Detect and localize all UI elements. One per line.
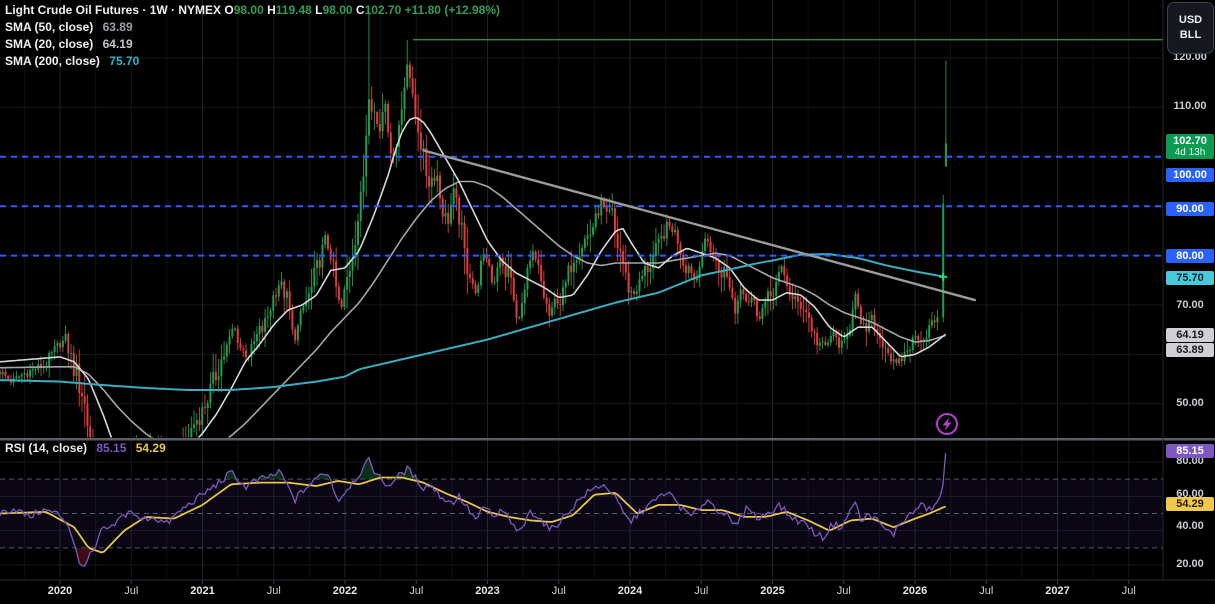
separator: · [142, 3, 147, 17]
time-axis-year-label: 2023 [475, 585, 500, 597]
price-badge-102.70: 102.70 4d 13h [1166, 134, 1214, 159]
sma20-value: 64.19 [102, 37, 133, 51]
rsi-badge-85.15: 85.15 [1166, 443, 1214, 458]
ohlc-value: 119.48 [275, 3, 316, 17]
sma200-line [0, 253, 944, 391]
ohlc-key: L [315, 3, 323, 17]
sma200-label[interactable]: SMA (200, close) [5, 54, 100, 68]
price-badge-75.70: 75.70 [1166, 270, 1214, 285]
ohlc-key: H [267, 3, 276, 17]
exchange-label: NYMEX [178, 3, 222, 17]
pane-divider[interactable] [0, 438, 1215, 441]
time-axis-year-label: 2020 [47, 585, 73, 597]
time-axis-year-label: 2024 [617, 585, 643, 597]
ohlc-key: C [355, 3, 365, 17]
rsi-ma-value: 54.29 [135, 441, 166, 455]
rsi-ma-line [0, 476, 946, 554]
price-axis-label: 110.00 [1173, 100, 1207, 112]
time-axis-jul-label: Jul [551, 585, 566, 597]
change-label: +11.80 (+12.98%) [404, 3, 501, 17]
rsi-label[interactable]: RSI (14, close) [5, 441, 88, 455]
ohlc-values: O98.00 H119.48 L98.00 C102.70 [224, 3, 404, 17]
rsi-axis-label: 20.00 [1176, 558, 1204, 570]
rsi-overbought-fill [358, 457, 380, 480]
rsi-axis-label: 80.00 [1176, 455, 1204, 467]
interval-label[interactable]: 1W [149, 3, 168, 17]
sma50-label[interactable]: SMA (50, close) [5, 20, 94, 34]
time-axis-jul-label: Jul [266, 585, 281, 597]
indicator-row-sma200[interactable]: SMA (200, close) 75.70 [5, 53, 500, 70]
ohlc-value: 98.00 [233, 3, 268, 17]
ohlc-key: O [224, 3, 234, 17]
sma20-label[interactable]: SMA (20, close) [5, 37, 94, 51]
rsi-badge-54.29: 54.29 [1166, 496, 1214, 511]
chart-legend: Light Crude Oil Futures · 1W · NYMEX O98… [5, 2, 500, 70]
time-axis-year-label: 2022 [332, 585, 358, 597]
symbol-title[interactable]: Light Crude Oil Futures [5, 3, 139, 17]
sma200-value-marker [939, 272, 948, 281]
currency-unit-box[interactable]: USD BLL [1167, 2, 1214, 54]
rsi-overbought-fill [314, 474, 328, 480]
price-axis-label: 70.00 [1176, 299, 1204, 311]
currency-usd-button[interactable]: USD [1178, 14, 1203, 26]
price-badge-63.89: 63.89 [1166, 342, 1214, 357]
indicator-row-rsi[interactable]: RSI (14, close) 85.15 54.29 [5, 441, 166, 455]
time-axis-jul-label: Jul [836, 585, 851, 597]
price-badge-90.00: 90.00 [1166, 201, 1214, 216]
symbol-header[interactable]: Light Crude Oil Futures · 1W · NYMEX O98… [5, 2, 500, 19]
sma200-value: 75.70 [109, 54, 140, 68]
time-axis-jul-label: Jul [409, 585, 424, 597]
rsi-pane[interactable] [0, 453, 1163, 567]
time-axis-jul-label: Jul [124, 585, 139, 597]
ohlc-value: 102.70 [364, 3, 405, 17]
sma50-line [0, 180, 946, 438]
rsi-value: 85.15 [96, 441, 127, 455]
price-badge-100.00: 100.00 [1166, 167, 1214, 182]
sma20-line [0, 116, 947, 438]
time-axis-year-label: 2026 [902, 585, 928, 597]
indicator-row-sma50[interactable]: SMA (50, close) 63.89 [5, 19, 500, 36]
time-axis-jul-label: Jul [979, 585, 994, 597]
indicator-row-sma20[interactable]: SMA (20, close) 64.19 [5, 36, 500, 53]
price-pane[interactable] [0, 6, 1163, 558]
time-axis-jul-label: Jul [694, 585, 709, 597]
price-axis-label: 50.00 [1176, 397, 1204, 409]
descending-trendline [422, 149, 977, 302]
sma50-value: 63.89 [102, 20, 133, 34]
lightning-event-icon[interactable] [936, 413, 958, 435]
rsi-oversold-fill [76, 547, 93, 566]
time-axis-year-label: 2021 [190, 585, 215, 597]
time-axis-year-label: 2025 [760, 585, 785, 597]
price-badge-64.19: 64.19 [1166, 327, 1214, 342]
price-axis-label: 120.00 [1173, 51, 1207, 63]
unit-bll-button[interactable]: BLL [1179, 29, 1202, 41]
rsi-line [0, 453, 947, 567]
time-axis-jul-label: Jul [1121, 585, 1136, 597]
rsi-axis-label: 40.00 [1176, 520, 1204, 532]
price-badge-80.00: 80.00 [1166, 248, 1214, 263]
separator: · [171, 3, 176, 17]
ohlc-value: 98.00 [322, 3, 356, 17]
time-axis-year-label: 2027 [1045, 585, 1070, 597]
